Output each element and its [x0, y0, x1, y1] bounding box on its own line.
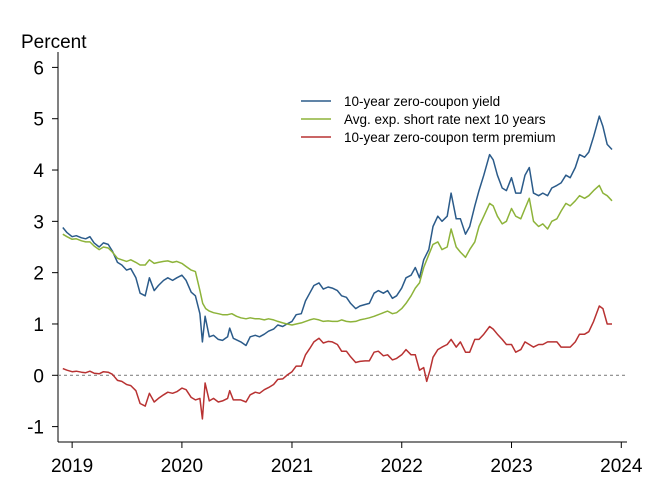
legend-label: Avg. exp. short rate next 10 years — [344, 112, 546, 127]
legend: 10-year zero-coupon yield Avg. exp. short… — [301, 94, 556, 145]
y-tick-label: 0 — [33, 366, 44, 387]
y-tick-label: 6 — [33, 58, 44, 79]
y-tick-label: 1 — [33, 315, 44, 336]
y-tick-label: 3 — [33, 212, 44, 233]
y-tick-label: 2 — [33, 264, 44, 285]
y-tick-label: 4 — [33, 161, 44, 182]
y-tick-label: -1 — [27, 418, 44, 439]
series-line-10-year-zero-coupon-yield — [62, 115, 613, 347]
x-tick-label: 2022 — [381, 456, 423, 477]
series-line-10-year-zero-coupon-term-premium — [62, 305, 612, 420]
x-tick-label: 2021 — [271, 456, 313, 477]
y-tick-label: 5 — [33, 110, 44, 131]
plot-area: -1 0 1 2 3 4 5 6 2019 2020 2021 2022 2023 2024 — [27, 52, 643, 477]
series-line-avg-exp-short-rate-next-10-years — [62, 184, 613, 326]
y-axis-label: Percent — [21, 32, 87, 53]
x-tick-label: 2023 — [490, 456, 532, 477]
x-tick-label: 2019 — [51, 456, 93, 477]
legend-label: 10-year zero-coupon term premium — [344, 130, 556, 145]
legend-label: 10-year zero-coupon yield — [344, 94, 500, 109]
x-tick-label: 2020 — [161, 456, 203, 477]
x-tick-label: 2024 — [600, 456, 643, 477]
